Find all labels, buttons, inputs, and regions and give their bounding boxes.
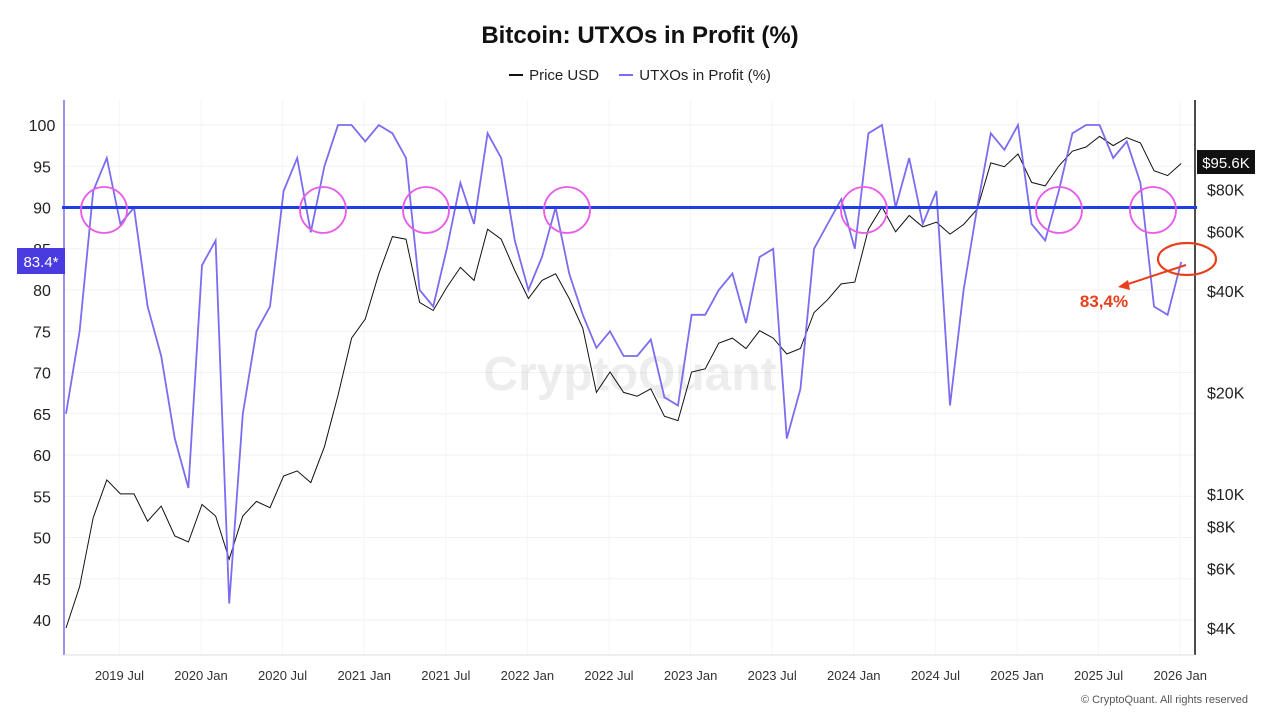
highlight-circle [299,186,347,234]
current-price-badge [1197,150,1255,174]
y-right-tick-label: $80K [1207,183,1245,200]
y-right-tick-label: $8K [1207,520,1236,537]
y-right-tick-label: $4K [1207,621,1236,638]
highlight-circle [1129,186,1177,234]
annotation-arrow [1124,264,1187,286]
x-tick-label: 2024 Jan [827,668,881,683]
y-left-tick-label: 95 [33,159,51,176]
highlight-circles [80,186,1177,234]
chart-title: Bitcoin: UTXOs in Profit (%) [481,22,799,49]
y-left-tick-label: 90 [33,201,51,218]
y-left-tick-label: 60 [33,448,51,465]
highlight-circle [1035,186,1083,234]
x-tick-label: 2020 Jul [258,668,307,683]
legend-swatch-utxo [619,74,634,76]
y-right-tick-label: $40K [1207,284,1245,301]
current-highlight-ellipse [1156,241,1218,277]
x-tick-label: 2022 Jan [501,668,555,683]
y-left-tick-label: 40 [33,613,51,630]
x-tick-label: 2022 Jul [584,668,633,683]
legend-item-utxo[interactable]: UTXOs in Profit (%) [619,67,771,84]
y-right-tick-label: $60K [1207,225,1245,242]
current-utxo-label: 83.4* [23,254,58,271]
highlight-circle [543,186,591,234]
legend-label-utxo: UTXOs in Profit (%) [639,66,771,84]
y-left-tick-label: 70 [33,366,51,383]
utxo-profit-line [65,122,1183,604]
highlight-circle [840,186,888,234]
y-left-tick-label: 80 [33,283,51,300]
legend-swatch-price [509,74,524,76]
annotation-arrowhead [1118,280,1130,290]
legend-item-price[interactable]: Price USD [509,67,599,84]
x-tick-label: 2025 Jul [1074,668,1123,683]
y-left-tick-label: 100 [29,118,56,135]
y-left-tick-label: 50 [33,531,51,548]
x-tick-label: 2024 Jul [911,668,960,683]
y-left-tick-label: 65 [33,407,51,424]
copyright-footer: © CryptoQuant. All rights reserved [1080,694,1248,706]
x-tick-label: 2021 Jul [421,668,470,683]
y-right-tick-label: $20K [1207,385,1245,402]
highlight-circle [80,186,128,234]
x-tick-label: 2023 Jan [664,668,718,683]
y-left-tick-label: 45 [33,572,51,589]
x-tick-label: 2019 Jul [95,668,144,683]
current-utxo-badge [17,248,65,274]
y-right-tick-label: $6K [1207,562,1236,579]
y-left-tick-label: 55 [33,489,51,506]
legend: Price USD UTXOs in Profit (%) [0,63,1280,84]
x-tick-label: 2020 Jan [174,668,228,683]
current-price-label: $95.6K [1202,155,1250,172]
x-tick-label: 2025 Jan [990,668,1044,683]
annotation-label: 83,4% [1080,292,1128,311]
legend-label-price: Price USD [529,66,600,84]
highlight-circle [402,186,450,234]
y-left-tick-label: 75 [33,324,51,341]
y-right-tick-label: $10K [1207,487,1245,504]
x-tick-label: 2021 Jan [337,668,391,683]
x-tick-label: 2026 Jan [1153,668,1207,683]
price-usd-line [65,135,1182,629]
x-tick-label: 2023 Jul [748,668,797,683]
